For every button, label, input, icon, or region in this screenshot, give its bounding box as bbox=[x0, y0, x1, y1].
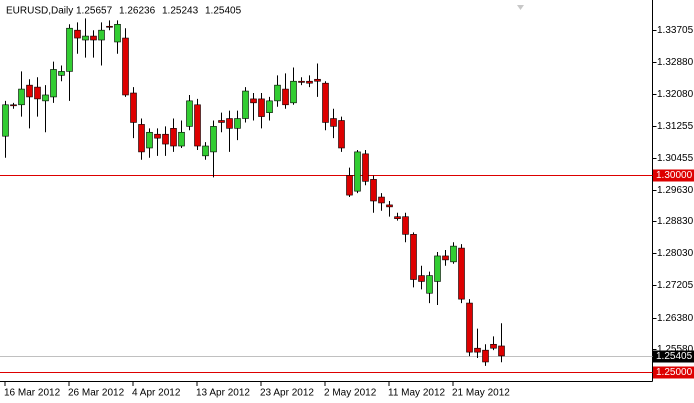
candle-body bbox=[138, 124, 145, 153]
candle-body bbox=[410, 234, 417, 280]
candle-body bbox=[322, 82, 329, 123]
candle-body bbox=[378, 196, 385, 204]
candle-body bbox=[202, 145, 209, 157]
candle-body bbox=[482, 349, 489, 363]
candle-body bbox=[10, 104, 17, 107]
candle-body bbox=[266, 100, 273, 113]
y-tick-label: 1.26380 bbox=[657, 313, 694, 324]
candle-body bbox=[234, 118, 241, 129]
header-high: 1.26236 bbox=[119, 6, 156, 17]
candle-body bbox=[290, 80, 297, 104]
candle-body bbox=[474, 347, 481, 353]
candle-body bbox=[370, 179, 377, 202]
level-label: 1.30000 bbox=[656, 170, 693, 181]
candle-body bbox=[2, 104, 9, 137]
candle-body bbox=[74, 29, 81, 39]
candle-body bbox=[106, 25, 113, 28]
candle-body bbox=[250, 98, 257, 104]
y-tick-label: 1.29630 bbox=[657, 185, 694, 196]
candle-body bbox=[442, 255, 449, 261]
header-open: 1.25657 bbox=[76, 6, 113, 17]
x-tick-label: 4 Apr 2012 bbox=[132, 388, 181, 399]
y-tick-label: 1.32080 bbox=[657, 89, 694, 100]
candle-body bbox=[426, 275, 433, 294]
candle-body bbox=[42, 94, 49, 102]
candle-body bbox=[146, 131, 153, 149]
candle-body bbox=[122, 37, 129, 96]
candle-body bbox=[386, 204, 393, 208]
y-tick-label: 1.25580 bbox=[657, 344, 694, 355]
candle-body bbox=[450, 245, 457, 263]
candle-body bbox=[418, 275, 425, 282]
x-tick-label: 13 Apr 2012 bbox=[196, 388, 250, 399]
x-tick-label: 16 Mar 2012 bbox=[4, 388, 61, 399]
candle-body bbox=[306, 80, 313, 84]
y-tick-label: 1.30455 bbox=[657, 153, 694, 164]
x-tick-label: 21 May 2012 bbox=[452, 388, 510, 399]
y-tick-label: 1.31255 bbox=[657, 121, 694, 132]
candle-body bbox=[210, 126, 217, 153]
y-tick-label: 1.28030 bbox=[657, 248, 694, 259]
candle-body bbox=[162, 133, 169, 145]
scroll-marker bbox=[517, 5, 524, 10]
candle-body bbox=[362, 153, 369, 182]
y-tick-label: 1.33705 bbox=[657, 25, 694, 36]
candle-body bbox=[218, 120, 225, 123]
x-tick-label: 23 Apr 2012 bbox=[260, 388, 314, 399]
candle-body bbox=[98, 29, 105, 41]
candle-body bbox=[354, 151, 361, 192]
candle-body bbox=[186, 100, 193, 127]
y-tick-label: 1.27205 bbox=[657, 280, 694, 291]
candle-body bbox=[194, 104, 201, 147]
candle-body bbox=[66, 27, 73, 72]
x-tick-label: 11 May 2012 bbox=[388, 388, 446, 399]
candle-body bbox=[114, 23, 121, 43]
y-tick-label: 1.28830 bbox=[657, 216, 694, 227]
candle-body bbox=[458, 247, 465, 300]
candle-body bbox=[82, 35, 89, 41]
candle-body bbox=[130, 92, 137, 123]
candle-body bbox=[314, 78, 321, 82]
candle-body bbox=[18, 88, 25, 106]
candle-body bbox=[338, 120, 345, 149]
y-tick-label: 1.32880 bbox=[657, 57, 694, 68]
candle-body bbox=[282, 88, 289, 106]
candle-body bbox=[226, 118, 233, 129]
candle-body bbox=[26, 84, 33, 98]
candle-body bbox=[274, 84, 281, 102]
candle-body bbox=[170, 128, 177, 147]
candle-body bbox=[298, 80, 305, 83]
candle-body bbox=[330, 118, 337, 127]
candle-body bbox=[490, 343, 497, 349]
candle-body bbox=[402, 216, 409, 235]
candle-body bbox=[346, 175, 353, 196]
candle-body bbox=[434, 255, 441, 282]
level-label-box bbox=[653, 169, 694, 182]
candle-body bbox=[498, 345, 505, 357]
chart-title: EURUSD,Daily bbox=[6, 6, 73, 17]
x-tick-label: 2 May 2012 bbox=[324, 388, 377, 399]
level-label: 1.25405 bbox=[656, 351, 693, 362]
header-low: 1.25243 bbox=[162, 6, 199, 17]
candle-body bbox=[242, 90, 249, 119]
level-label-box bbox=[653, 350, 694, 363]
level-label: 1.25000 bbox=[656, 367, 693, 378]
x-tick-label: 26 Mar 2012 bbox=[68, 388, 125, 399]
candle-body bbox=[178, 131, 185, 147]
candle-body bbox=[394, 216, 401, 219]
candle-body bbox=[154, 133, 161, 139]
candle-body bbox=[90, 35, 97, 41]
header-close: 1.25405 bbox=[205, 6, 242, 17]
candle-body bbox=[466, 302, 473, 353]
level-label-box bbox=[653, 366, 694, 379]
candle-body bbox=[34, 86, 41, 100]
candle-body bbox=[50, 69, 57, 98]
candle-body bbox=[58, 71, 65, 76]
candle-body bbox=[258, 98, 265, 117]
